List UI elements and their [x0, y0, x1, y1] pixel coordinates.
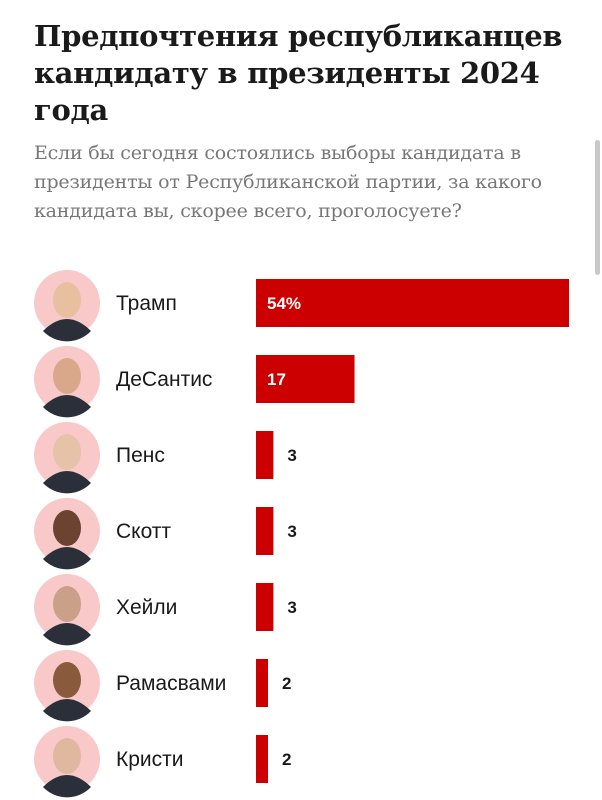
avatar-face	[53, 738, 81, 774]
avatar-shoulders	[43, 471, 91, 494]
bar	[256, 279, 569, 327]
avatar-shoulders	[43, 699, 91, 722]
avatar-face	[53, 282, 81, 318]
bar	[256, 431, 274, 479]
candidate-label: Хейли	[116, 596, 177, 619]
avatar-face	[53, 434, 81, 470]
candidate-label: Кристи	[116, 748, 184, 771]
bar	[256, 659, 268, 707]
avatar-shoulders	[43, 319, 91, 342]
avatar-shoulders	[43, 547, 91, 570]
candidate-label: Пенс	[116, 444, 165, 467]
value-label: 54%	[267, 294, 301, 313]
avatar-face	[53, 358, 81, 394]
bar	[256, 583, 274, 631]
candidate-label: ДеСантис	[116, 368, 212, 391]
avatar-face	[53, 586, 81, 622]
value-label: 2	[282, 674, 291, 693]
avatar-face	[53, 662, 81, 698]
bar	[256, 735, 268, 783]
chart-title: Предпочтения республиканцев кандидату в …	[34, 19, 563, 127]
avatar-shoulders	[43, 623, 91, 646]
value-label: 3	[287, 598, 296, 617]
candidate-label: Скотт	[116, 520, 171, 543]
avatar-face	[53, 510, 81, 546]
value-label: 2	[282, 750, 291, 769]
scrollbar[interactable]	[595, 140, 600, 275]
bar	[256, 355, 355, 403]
chart-subtitle: Если бы сегодня состоялись выборы кандид…	[34, 142, 542, 222]
value-label: 3	[287, 522, 296, 541]
candidate-label: Трамп	[116, 292, 177, 315]
candidate-label: Рамасвами	[116, 672, 226, 695]
avatar-shoulders	[43, 395, 91, 418]
value-label: 17	[267, 370, 286, 389]
avatar-shoulders	[43, 775, 91, 798]
bar	[256, 507, 274, 555]
value-label: 3	[287, 446, 296, 465]
